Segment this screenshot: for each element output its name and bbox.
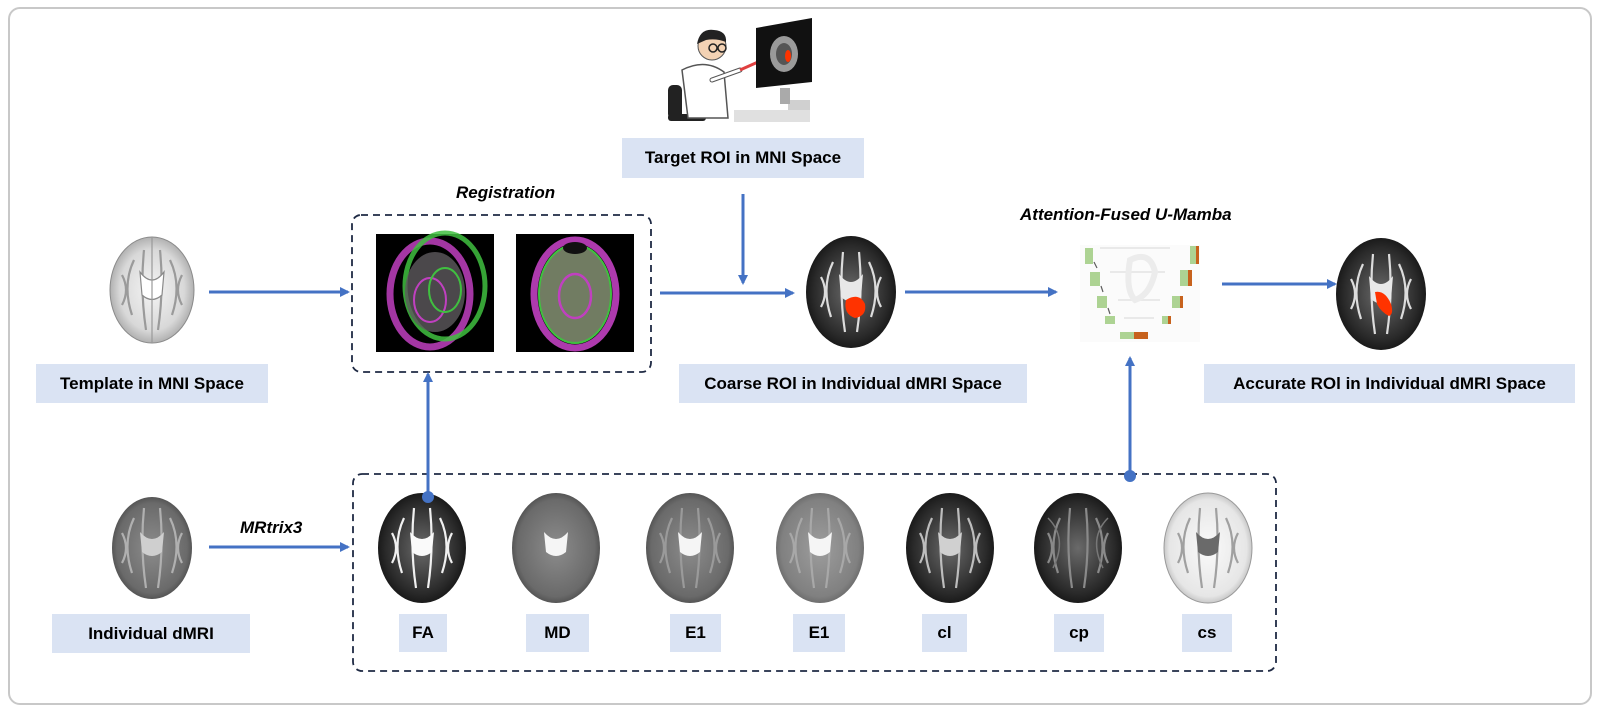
doctor-illustration	[668, 18, 812, 122]
coarse-roi-label: Coarse ROl in Individual dMRl Space	[679, 364, 1027, 403]
individual-dmri-brain-image	[112, 497, 192, 599]
feature-brain-cs	[1163, 492, 1253, 604]
unet-caption: Attention-Fused U-Mamba	[1020, 205, 1232, 224]
template-label: Template in MNI Space	[36, 364, 268, 403]
fa-connector-dot	[422, 491, 434, 503]
accurate-roi-label: Accurate ROl in Individual dMRl Space	[1204, 364, 1575, 403]
feature-label-cl: cl	[922, 614, 967, 652]
individual-dmri-label: Individual dMRI	[52, 614, 250, 653]
mrtrix-caption: MRtrix3	[240, 518, 303, 537]
accurate-roi-brain-image	[1336, 238, 1426, 350]
feature-brain-e1-a	[646, 493, 734, 603]
features-connector-dot	[1124, 470, 1136, 482]
registration-overlay-2	[516, 234, 634, 352]
coarse-roi-mark	[845, 296, 866, 318]
feature-brain-cp	[1034, 493, 1122, 603]
registration-caption: Registration	[456, 183, 556, 202]
feature-brain-md	[512, 493, 600, 603]
template-brain-image	[109, 236, 195, 344]
figure-frame	[8, 7, 1592, 705]
feature-label-md: MD	[526, 614, 589, 652]
registration-overlay-1	[376, 230, 494, 352]
target-roi-label: Target ROI in MNI Space	[622, 138, 864, 178]
features-box	[352, 473, 1277, 672]
feature-label-cp: cp	[1054, 614, 1104, 652]
feature-label-e1-b: E1	[793, 614, 845, 652]
accurate-roi-mark	[1375, 291, 1393, 316]
feature-brain-fa	[378, 493, 466, 603]
feature-brain-cl	[906, 493, 994, 603]
feature-brain-e1-b	[776, 493, 864, 603]
u-mamba-network	[1080, 245, 1200, 342]
feature-label-fa: FA	[399, 614, 447, 652]
feature-label-cs: cs	[1182, 614, 1232, 652]
registration-box	[351, 214, 652, 373]
coarse-roi-brain-image	[806, 236, 896, 348]
feature-label-e1-a: E1	[670, 614, 721, 652]
flow-arrows	[209, 194, 1337, 552]
